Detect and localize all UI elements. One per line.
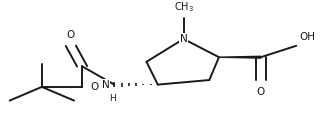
Polygon shape [219, 56, 261, 58]
Text: N: N [180, 34, 187, 44]
Text: O: O [90, 82, 99, 92]
Text: O: O [257, 87, 265, 97]
Text: H: H [109, 94, 116, 103]
Text: CH$_3$: CH$_3$ [174, 0, 194, 14]
Text: OH: OH [299, 32, 316, 42]
Text: O: O [67, 30, 75, 40]
Text: N: N [102, 80, 109, 90]
